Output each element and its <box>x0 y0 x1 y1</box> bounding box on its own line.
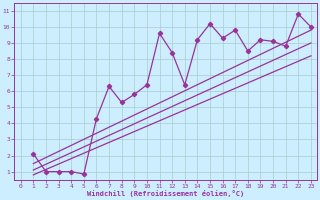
X-axis label: Windchill (Refroidissement éolien,°C): Windchill (Refroidissement éolien,°C) <box>87 190 244 197</box>
